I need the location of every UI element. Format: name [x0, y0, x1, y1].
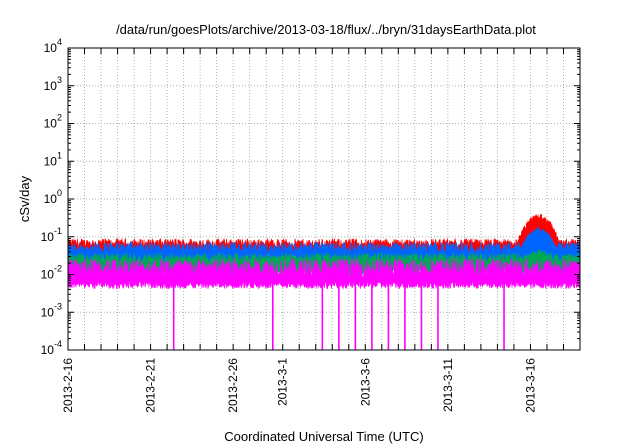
y-tick-label: 10-1 — [41, 226, 62, 244]
x-axis: 2013-2-16 2013-2-21 2013-2-26 2013-3-1 2013-… — [61, 48, 581, 413]
y-tick-label: 10-4 — [41, 339, 62, 357]
x-tick-label: 2013-3-6 — [358, 358, 372, 406]
y-tick-label: 100 — [44, 188, 62, 206]
x-tick-label: 2013-3-1 — [276, 358, 290, 406]
y-tick-label: 104 — [44, 37, 62, 55]
y-tick-label: 10-2 — [41, 264, 62, 282]
x-tick-label: 2013-3-11 — [441, 358, 455, 412]
x-axis-label: Coordinated Universal Time (UTC) — [224, 429, 423, 444]
x-tick-label: 2013-3-16 — [523, 358, 537, 413]
y-axis: 10-4 10-3 10-2 10-1 100 101 102 103 104 — [41, 37, 580, 357]
x-tick-label: 2013-2-26 — [226, 358, 240, 413]
y-tick-label: 102 — [44, 113, 62, 131]
y-tick-label: 10-3 — [41, 301, 62, 319]
y-tick-label: 103 — [44, 75, 62, 93]
y-axis-label: cSv/day — [17, 175, 32, 222]
chart-title: /data/run/goesPlots/archive/2013-03-18/f… — [116, 22, 536, 37]
series-layer — [67, 213, 581, 350]
x-tick-label: 2013-2-21 — [144, 358, 158, 413]
x-tick-label: 2013-2-16 — [61, 358, 75, 413]
grid — [68, 47, 580, 351]
y-tick-label: 101 — [44, 150, 62, 168]
